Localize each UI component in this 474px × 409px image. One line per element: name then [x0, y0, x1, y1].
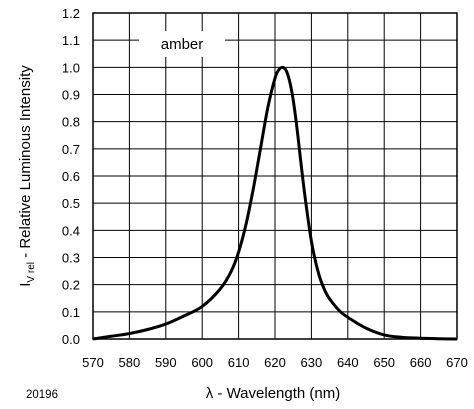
plot-frame	[92, 12, 458, 340]
series-layer	[92, 65, 458, 341]
x-tick-label: 670	[446, 355, 468, 370]
y-tick-label: 0.0	[62, 332, 80, 347]
y-tick-label: 0.2	[62, 278, 80, 293]
y-tick-label: 0.4	[62, 223, 80, 238]
x-tick-label: 570	[82, 355, 104, 370]
y-tick-label: 1.2	[62, 6, 80, 21]
series-line	[92, 65, 458, 341]
y-axis-label-rest: - Relative Luminous Intensity	[17, 65, 34, 262]
y-tick-label: 1.0	[62, 60, 80, 75]
x-tick-label: 580	[119, 355, 141, 370]
x-tick-label: 660	[410, 355, 432, 370]
annotation-box	[139, 31, 225, 57]
x-tick-label: 650	[373, 355, 395, 370]
x-tick-labels: 570 580 590 600 610 620 630 640 650 660 670	[82, 355, 468, 370]
y-tick-label: 0.5	[62, 196, 80, 211]
y-axis-label-main: I	[17, 283, 34, 287]
y-tick-label: 0.3	[62, 251, 80, 266]
x-axis-label: λ - Wavelength (nm)	[206, 385, 340, 402]
figure-id: 20196	[26, 389, 58, 401]
y-tick-label: 1.1	[62, 33, 80, 48]
y-tick-label: 0.7	[62, 142, 80, 157]
x-tick-label: 630	[301, 355, 323, 370]
y-tick-labels: 0.0 0.1 0.2 0.3 0.4 0.5 0.6 0.7 0.8 0.9 1.0 1.1 1.2	[62, 6, 80, 347]
annotation-amber: amber	[161, 36, 204, 53]
x-tick-label: 590	[155, 355, 177, 370]
y-axis-label: IV rel - Relative Luminous Intensity	[17, 65, 37, 287]
y-axis-label-sub: V rel	[26, 262, 37, 283]
x-tick-label: 620	[264, 355, 286, 370]
x-tick-label: 640	[337, 355, 359, 370]
y-tick-label: 0.9	[62, 88, 80, 103]
grid	[92, 12, 458, 340]
y-tick-label: 0.8	[62, 115, 80, 130]
x-tick-label: 610	[228, 355, 250, 370]
y-tick-label: 0.1	[62, 305, 80, 320]
y-tick-label: 0.6	[62, 169, 80, 184]
x-tick-label: 600	[191, 355, 213, 370]
